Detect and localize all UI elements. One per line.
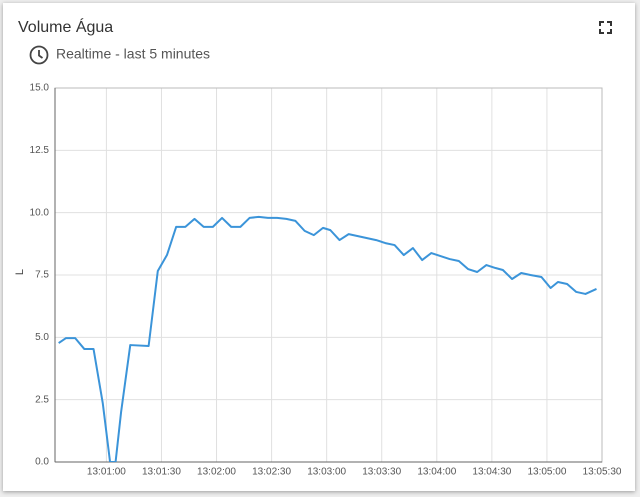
- y-tick-label: 12.5: [30, 145, 50, 156]
- x-tick-label: 13:02:00: [197, 467, 236, 478]
- y-axis-label: L: [14, 269, 26, 275]
- x-tick-label: 13:02:30: [252, 467, 291, 478]
- y-tick-label: 10.0: [30, 207, 50, 218]
- clock-icon: [29, 45, 49, 65]
- x-tick-label: 13:01:30: [142, 467, 181, 478]
- y-tick-label: 15.0: [30, 83, 50, 94]
- x-tick-label: 13:03:00: [307, 467, 346, 478]
- data-line: [58, 215, 597, 462]
- y-tick-label: 0.0: [35, 457, 49, 468]
- y-tick-label: 2.5: [35, 394, 49, 405]
- widget-card: [3, 3, 635, 491]
- widget-title: Volume Água: [18, 17, 113, 36]
- x-tick-label: 13:03:30: [362, 467, 401, 478]
- y-tick-label: 5.0: [35, 332, 49, 343]
- x-tick-label: 13:04:00: [417, 467, 456, 478]
- fullscreen-icon[interactable]: [599, 21, 612, 34]
- x-tick-label: 13:05:30: [583, 467, 622, 478]
- x-tick-label: 13:01:00: [87, 467, 126, 478]
- x-tick-label: 13:05:00: [527, 467, 566, 478]
- timewindow: Realtime - last 5 minutes: [56, 46, 210, 62]
- x-tick-label: 13:04:30: [472, 467, 511, 478]
- y-tick-label: 7.5: [35, 270, 49, 281]
